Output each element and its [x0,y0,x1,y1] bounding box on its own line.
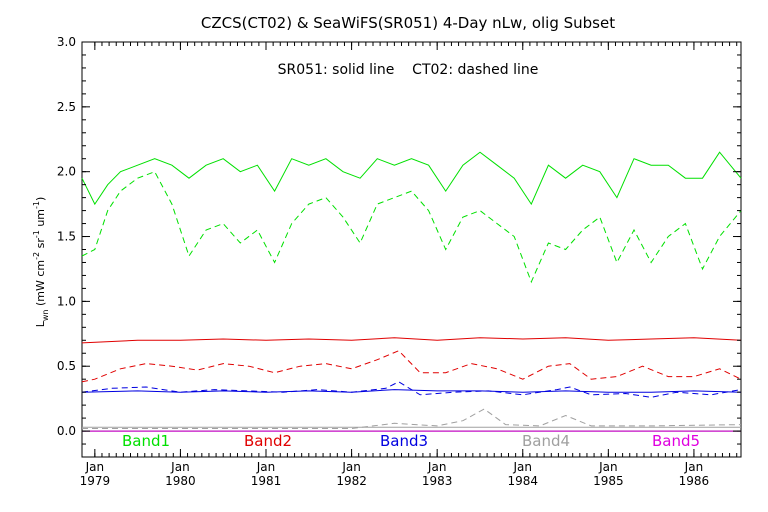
x-tick-month: Jan [256,460,276,474]
series-band4-dashed [82,408,742,429]
x-tick-year: 1979 [80,474,111,488]
legend-band3: Band3 [380,432,428,450]
y-tick-label: 3.0 [57,35,76,49]
legend-band5: Band5 [652,432,700,450]
x-tick-month: Jan [513,460,533,474]
x-tick-month: Jan [341,460,361,474]
x-tick-year: 1981 [251,474,282,488]
x-tick-year: 1982 [336,474,367,488]
x-tick-month: Jan [684,460,704,474]
chart-annotation: SR051: solid line CT02: dashed line [278,62,539,78]
x-tick-year: 1985 [593,474,624,488]
x-tick-month: Jan [598,460,618,474]
legend-band1: Band1 [122,432,170,450]
y-tick-label: 1.0 [57,294,76,308]
series-band1-dashed [81,171,742,284]
y-tick-label: 0.5 [57,359,76,373]
series-band2-solid [81,337,742,344]
x-tick-year: 1986 [679,474,710,488]
legend-band4: Band4 [522,432,570,450]
x-tick-month: Jan [85,460,105,474]
series-band3-dashed [81,381,742,398]
y-tick-label: 2.0 [57,165,76,179]
x-tick-year: 1983 [422,474,453,488]
x-tick-month: Jan [170,460,190,474]
chart-title: CZCS(CT02) & SeaWiFS(SR051) 4-Day nLw, o… [201,14,615,32]
x-tick-year: 1984 [507,474,538,488]
y-tick-label: 0.0 [57,424,76,438]
series-band2-dashed [81,350,742,383]
x-tick-month: Jan [427,460,447,474]
legend-band2: Band2 [244,432,292,450]
plot-frame [81,41,742,458]
y-tick-label: 1.5 [57,230,76,244]
series-band1-solid [81,151,742,206]
y-axis-label: Lwn (mW cm-2 sr-1 um-1) [32,197,50,328]
y-tick-label: 2.5 [57,100,76,114]
x-tick-year: 1980 [165,474,196,488]
series-band3-solid [81,389,742,393]
